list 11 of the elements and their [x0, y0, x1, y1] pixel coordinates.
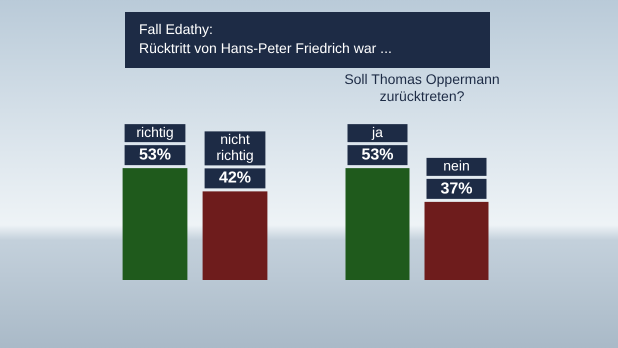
chart-title: Soll Thomas Oppermann zurücktreten? [343, 71, 501, 105]
x-tick-label: nein [443, 158, 470, 174]
chart-title: Fall Edathy: [139, 20, 214, 39]
chart-subtitle: Rücktritt von Hans-Peter Friedrich war ... [139, 39, 393, 58]
data-label: 53% [138, 146, 172, 164]
data-label: 42% [218, 170, 252, 187]
data-label: 37% [440, 180, 473, 198]
x-tick-label: ja [371, 124, 384, 140]
x-tick-label: richtig [136, 124, 174, 140]
x-tick-label: nicht richtig [216, 131, 254, 164]
data-label: 53% [361, 146, 394, 164]
